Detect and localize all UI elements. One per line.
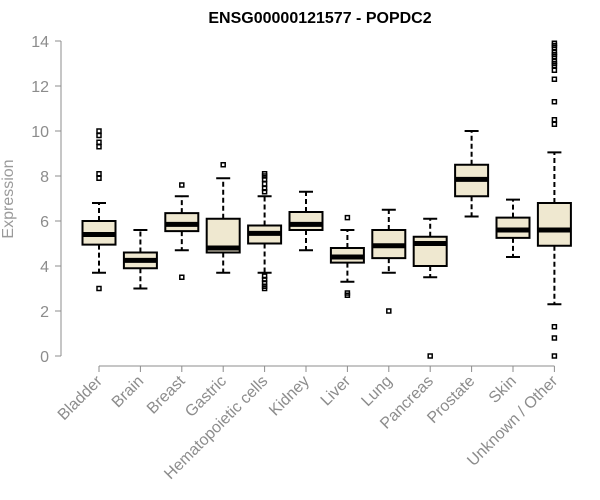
outlier-point <box>427 353 433 359</box>
box-prostate <box>454 130 490 218</box>
outlier-point <box>96 139 102 145</box>
outlier-point <box>551 335 558 341</box>
box-hematopoietic-cells <box>247 171 283 292</box>
box-kidney <box>288 190 324 252</box>
y-tick-label: 0 <box>40 349 49 366</box>
y-axis: 0 2 4 6 8 10 12 14 <box>31 34 62 366</box>
y-tick-label: 10 <box>31 124 49 141</box>
outlier-point <box>96 132 102 139</box>
x-tick-label: Breast <box>144 372 189 417</box>
box-pancreas <box>412 217 448 359</box>
outlier-point <box>261 181 268 187</box>
outlier-point <box>344 214 351 221</box>
iqr-box <box>288 211 324 231</box>
boxes-layer <box>81 40 572 359</box>
outlier-point <box>96 285 102 292</box>
box-breast <box>164 182 200 280</box>
outlier-point <box>551 324 558 330</box>
outlier-point <box>551 40 558 46</box>
outlier-point <box>261 273 268 279</box>
y-tick-label: 8 <box>40 169 49 186</box>
outlier-point <box>261 171 268 177</box>
y-tick-label: 6 <box>40 214 49 231</box>
x-tick-label: Skin <box>486 373 520 407</box>
x-tick-label: Kidney <box>266 373 313 420</box>
box-unknown-other <box>536 40 572 359</box>
box-skin <box>495 198 531 258</box>
outlier-point <box>386 308 392 314</box>
outlier-point <box>551 67 558 73</box>
outlier-point <box>96 144 102 150</box>
y-axis-label: Expression <box>0 159 17 238</box>
box-gastric <box>205 162 241 274</box>
y-tick-label: 4 <box>40 259 49 276</box>
iqr-box <box>536 202 572 247</box>
box-lung <box>371 208 407 314</box>
outlier-point <box>551 99 558 105</box>
x-tick-label: Lung <box>358 373 395 410</box>
outlier-point <box>179 182 185 188</box>
outlier-point <box>179 274 185 280</box>
outlier-point <box>551 353 558 359</box>
outlier-point <box>96 175 102 181</box>
outlier-point <box>220 162 226 168</box>
outlier-point <box>551 121 558 127</box>
y-tick-label: 2 <box>40 304 49 321</box>
box-brain <box>122 229 158 290</box>
outlier-point <box>261 185 268 192</box>
y-tick-label: 12 <box>31 79 49 96</box>
chart-title: ENSG00000121577 - POPDC2 <box>208 10 431 27</box>
outlier-point <box>344 290 351 296</box>
outlier-point <box>551 76 558 82</box>
x-tick-label: Liver <box>318 372 355 409</box>
x-tick-label: Bladder <box>55 372 106 423</box>
outlier-point <box>551 117 558 123</box>
outlier-point <box>96 171 102 177</box>
y-tick-label: 14 <box>31 34 49 51</box>
outlier-point <box>96 128 102 134</box>
box-bladder <box>81 128 117 292</box>
box-liver <box>329 214 365 298</box>
x-tick-label: Brain <box>109 373 147 411</box>
